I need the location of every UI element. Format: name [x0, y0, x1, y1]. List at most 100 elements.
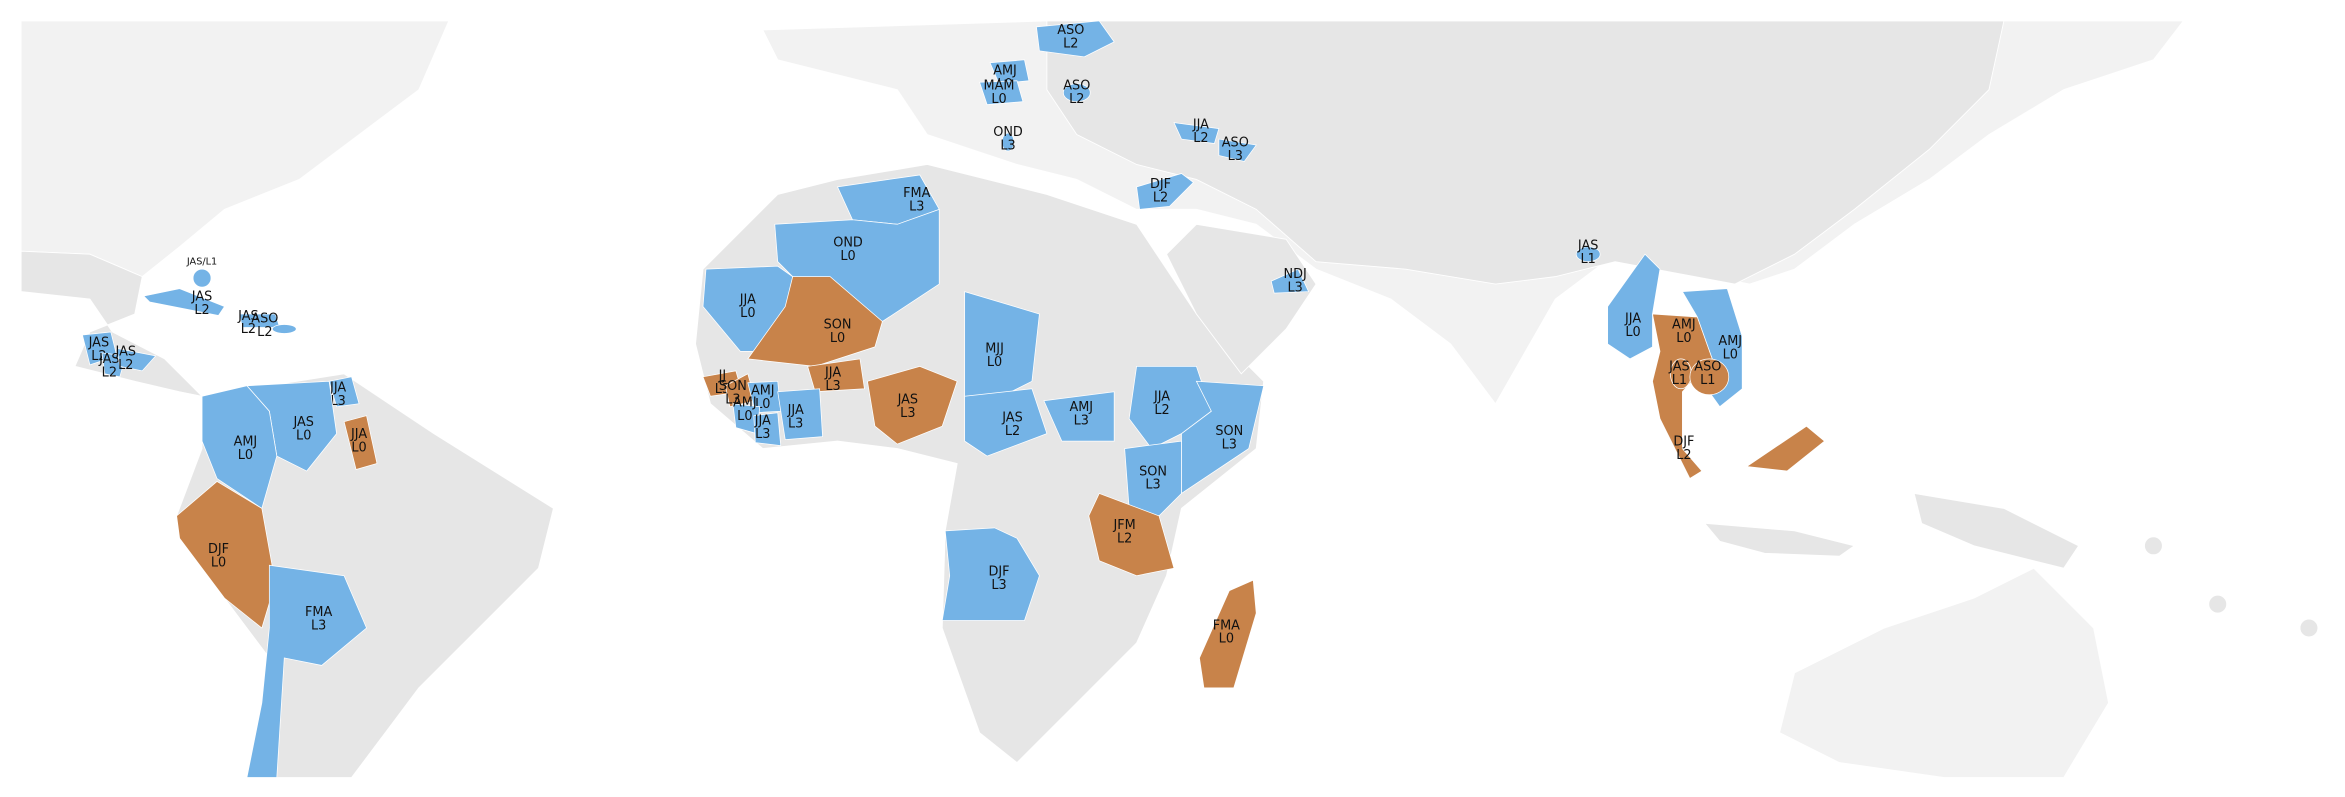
season-label: MJJ — [985, 342, 1004, 357]
region — [777, 388, 823, 441]
level-label: L2 — [241, 322, 256, 337]
season-label: JJA — [350, 427, 367, 442]
level-label: L3 — [311, 618, 326, 633]
region — [1043, 391, 1115, 442]
region — [867, 365, 958, 445]
land — [20, 250, 204, 397]
season-label: JJA — [329, 381, 346, 396]
region — [989, 59, 1030, 85]
season-label: AMJ — [1069, 400, 1093, 415]
level-label: L0 — [211, 555, 226, 570]
region — [941, 527, 1040, 621]
level-label: L3 — [725, 392, 740, 407]
level-label: L2 — [1005, 424, 1020, 439]
level-label: L3 — [825, 379, 840, 394]
level-label: L3 — [330, 394, 345, 409]
season-label: FMA — [1213, 618, 1240, 633]
season-label: ASO — [251, 312, 278, 327]
level-label: L3 — [900, 406, 915, 421]
season-label: JAS — [98, 352, 120, 367]
level-label: L0 — [991, 92, 1006, 107]
region — [1575, 246, 1601, 263]
level-label: L3 — [909, 200, 924, 215]
season-label: JAS — [1668, 360, 1690, 375]
level-label: L0 — [1723, 348, 1738, 363]
season-label: JJA — [1192, 117, 1209, 132]
season-label: JAS — [115, 345, 137, 360]
land — [2299, 618, 2319, 638]
region — [1124, 440, 1182, 517]
season-label: ASO — [1694, 360, 1721, 375]
level-label: L1 — [1581, 252, 1596, 267]
region — [1001, 132, 1015, 152]
season-label: JAS — [1001, 410, 1023, 425]
season-label: FMA — [305, 605, 332, 620]
region — [246, 564, 367, 778]
level-label: L0 — [238, 448, 253, 463]
season-label: SON — [824, 318, 852, 333]
region — [1088, 492, 1175, 577]
season-label: AMJ — [1718, 334, 1742, 349]
land — [1703, 522, 1856, 557]
region — [1689, 358, 1730, 396]
region — [1173, 122, 1220, 144]
season-label: NDJ — [1283, 267, 1306, 282]
region — [1745, 425, 1826, 472]
level-label: L2 — [118, 358, 133, 373]
season-label: DJF — [1150, 177, 1171, 192]
level-label: L3 — [1228, 149, 1243, 164]
level-label: L3 — [1074, 413, 1089, 428]
land — [20, 20, 450, 278]
season-label: JJA — [739, 292, 756, 307]
region — [1270, 268, 1310, 294]
level-label: L2 — [1063, 37, 1078, 52]
season-label: SON — [1215, 424, 1243, 439]
level-label: L3 — [755, 427, 770, 442]
season-label: ASO — [1222, 135, 1249, 150]
season-label: OND — [833, 235, 863, 250]
season-label: AMJ — [751, 384, 775, 399]
level-label: L3 — [1000, 138, 1015, 153]
season-label: JJA — [824, 366, 841, 381]
region — [964, 388, 1048, 457]
region — [1199, 579, 1257, 689]
region — [271, 324, 297, 334]
level-label: L0 — [737, 409, 752, 424]
level-label: L3 — [788, 416, 803, 431]
season-label: AMJ — [993, 64, 1017, 79]
level-label: L0 — [1676, 331, 1691, 346]
level-label: L3 — [1287, 280, 1302, 295]
level-label: L2 — [102, 366, 117, 381]
season-label: JJA — [787, 403, 804, 418]
level-label: L2 — [1117, 532, 1132, 547]
region — [753, 412, 782, 447]
season-label: FMA — [903, 186, 930, 201]
level-label: L2 — [1069, 92, 1084, 107]
level-label: L0 — [1219, 632, 1234, 647]
season-label: DJF — [208, 542, 229, 557]
season-label: JJA — [1624, 312, 1641, 327]
region — [774, 208, 940, 322]
season-label: JJA — [1153, 390, 1170, 405]
region — [1136, 173, 1195, 210]
region — [1218, 138, 1257, 162]
region — [176, 481, 276, 629]
land — [2208, 594, 2228, 614]
season-label: JAS — [897, 392, 919, 407]
season-label: MAM — [984, 78, 1015, 93]
season-label: SON — [719, 379, 747, 394]
region — [1036, 20, 1115, 58]
level-label: L3 — [1145, 478, 1160, 493]
level-label: L2 — [1676, 448, 1691, 463]
level-label: L0 — [830, 331, 845, 346]
region — [1062, 83, 1091, 103]
season-label: ASO — [1063, 78, 1090, 93]
land — [1779, 567, 2110, 779]
region — [979, 80, 1024, 106]
region-label: JAS/L1 — [186, 257, 217, 268]
level-label: L0 — [987, 355, 1002, 370]
season-label: OND — [993, 125, 1023, 140]
season-label: JAS — [292, 415, 314, 430]
region — [343, 415, 378, 470]
